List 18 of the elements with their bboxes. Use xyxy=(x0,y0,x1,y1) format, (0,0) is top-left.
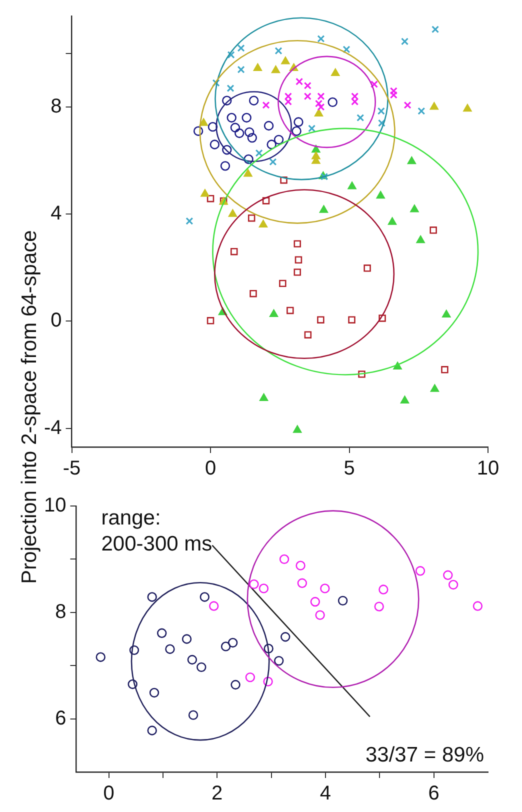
x-tick-label: 6 xyxy=(428,782,440,805)
x-tick-label: 0 xyxy=(103,782,114,805)
x-tick-label: 4 xyxy=(320,782,332,805)
y-tick-label: 6 xyxy=(55,707,66,730)
y-tick-label: 4 xyxy=(50,202,62,225)
y-tick-label: 8 xyxy=(50,96,62,118)
x-tick-label: 0 xyxy=(204,458,216,480)
y-tick-label: 0 xyxy=(50,310,62,332)
x-tick-label: 2 xyxy=(212,782,223,805)
y-axis-title: Projection into 2-space from 64-space xyxy=(18,229,42,586)
x-tick-label: 10 xyxy=(476,458,500,480)
annotation: range: 200-300 ms xyxy=(101,506,212,556)
annotation: 33/37 = 89% xyxy=(365,743,484,766)
y-tick-label: -4 xyxy=(44,416,62,439)
y-tick-label: 8 xyxy=(55,600,66,623)
x-tick-label: -5 xyxy=(62,458,81,480)
x-tick-label: 5 xyxy=(344,458,355,480)
y-tick-label: 10 xyxy=(44,494,66,517)
